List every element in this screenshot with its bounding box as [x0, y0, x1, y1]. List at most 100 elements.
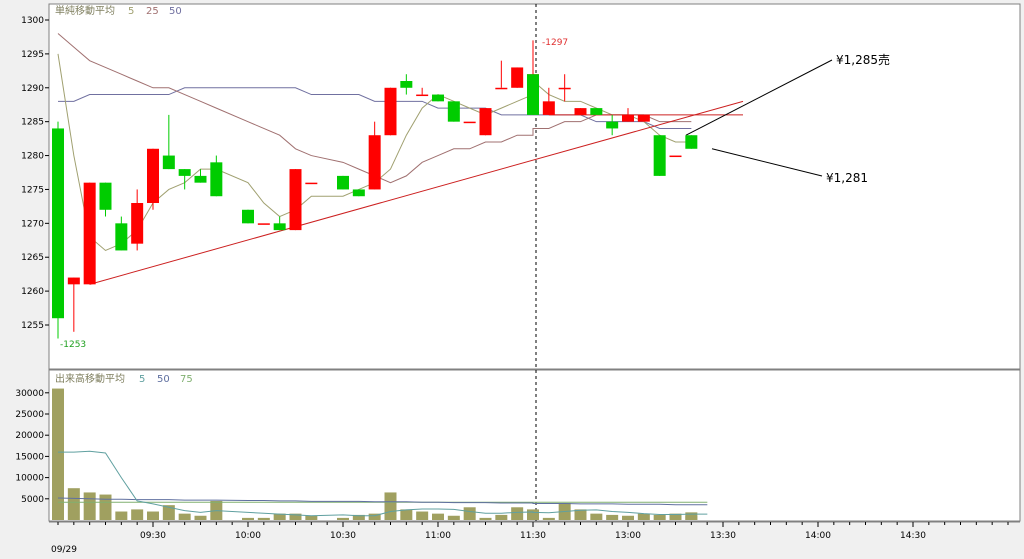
volume-bar — [337, 517, 349, 520]
price-tick-label: 1265 — [21, 253, 44, 263]
volume-bar — [637, 513, 650, 520]
time-axis-strip — [0, 522, 1024, 559]
price-ma5-line — [57, 53, 692, 252]
candle-body — [432, 94, 444, 102]
volume-bar — [83, 492, 96, 520]
candle-body — [527, 74, 539, 115]
price-tick-label: 1275 — [21, 185, 44, 195]
candle-body — [273, 223, 286, 231]
time-tick-label: 13:30 — [710, 531, 736, 541]
candle-body — [147, 148, 159, 203]
candle-body — [637, 114, 650, 122]
time-tick-label: 14:30 — [900, 531, 926, 541]
volume-bar — [574, 509, 587, 520]
candle-body — [83, 182, 96, 285]
volume-bar — [479, 517, 492, 520]
volume-bar — [99, 494, 112, 520]
volume-bar — [606, 514, 619, 520]
price-tick-label: 1260 — [21, 287, 44, 297]
volume-bar — [685, 515, 698, 520]
volume-tick-label: 30000 — [15, 389, 44, 399]
candle-body — [352, 189, 365, 197]
candle-body — [52, 128, 64, 319]
volume-tick-label: 15000 — [15, 452, 44, 462]
candle-body — [511, 67, 524, 88]
price-title: 単純移動平均 — [55, 4, 115, 17]
volume-bar — [52, 388, 64, 520]
volume-panel — [48, 369, 1021, 522]
volume-bar — [162, 505, 175, 520]
volume-bar — [400, 509, 413, 520]
candle-body — [162, 155, 175, 170]
time-tick-label: 10:30 — [330, 531, 356, 541]
price-ma25-label: 25 — [146, 6, 159, 17]
volume-bar — [416, 511, 429, 520]
candle-body — [67, 277, 80, 285]
candle-body — [115, 223, 128, 251]
volume-ma5-label: 5 — [139, 374, 145, 385]
candle-body — [447, 101, 460, 122]
candle-body — [558, 87, 571, 90]
candle-body — [542, 101, 555, 115]
candle-body — [368, 135, 381, 190]
candle-body — [669, 155, 682, 158]
price-tick-label: 1300 — [21, 16, 44, 26]
volume-bar — [384, 492, 397, 520]
candle-body — [622, 114, 634, 122]
date-label: 09/29 — [51, 545, 77, 555]
volume-bar — [653, 514, 666, 520]
volume-bar — [495, 514, 508, 520]
volume-ma50-label: 50 — [157, 374, 170, 385]
candle-body — [194, 175, 207, 183]
candle-body — [178, 169, 191, 176]
volume-bar — [352, 514, 365, 520]
volume-tick-label: 5000 — [21, 495, 44, 505]
candle-body — [463, 121, 476, 124]
candle-body — [400, 81, 413, 88]
candle-body — [384, 87, 397, 136]
price-ma5-label: 5 — [128, 6, 134, 17]
candle-body — [479, 108, 492, 136]
volume-bar — [622, 515, 634, 520]
volume-bar — [368, 513, 381, 520]
volume-bar — [432, 513, 444, 520]
volume-title: 出来高移動平均 — [55, 372, 125, 385]
candle-body — [590, 108, 603, 115]
volume-bar — [463, 507, 476, 520]
price-leader-line — [711, 148, 823, 177]
candle-body — [289, 169, 302, 231]
time-tick-label: 11:00 — [425, 531, 451, 541]
price-tick-label: 1270 — [21, 219, 44, 229]
candle-body — [653, 135, 666, 176]
volume-bar — [147, 511, 159, 520]
volume-bar — [131, 509, 144, 520]
volume-bar — [257, 517, 270, 520]
price-tick-label: 1290 — [21, 84, 44, 94]
high-marker: -1297 — [542, 38, 568, 48]
candle-body — [606, 121, 619, 129]
volume-bar — [669, 513, 682, 520]
volume-ma50-line — [57, 497, 708, 506]
volume-bar — [194, 515, 207, 520]
candle-body — [305, 182, 318, 185]
chart-marks: 1255 1260 1265 1270 1275 1280 1285 1290 1295 1300… — [15, 4, 1009, 541]
candle-body — [685, 135, 698, 149]
volume-bar — [305, 515, 318, 520]
candle-body — [257, 223, 270, 225]
volume-bar — [67, 488, 80, 520]
volume-ma75-label: 75 — [180, 374, 193, 385]
price-tick-label: 1255 — [21, 321, 44, 331]
volume-bar — [527, 513, 539, 520]
price-tick-label: 1280 — [21, 152, 44, 162]
price-tick-label: 1295 — [21, 50, 44, 60]
low-marker: -1253 — [60, 340, 86, 350]
time-tick-label: 13:00 — [615, 531, 641, 541]
candle-body — [574, 108, 587, 115]
price-annotation: ¥1,281 — [826, 171, 868, 185]
volume-bar — [447, 515, 460, 520]
volume-bar — [242, 517, 254, 520]
candle-body — [337, 175, 349, 190]
volume-tick-label: 10000 — [15, 474, 44, 484]
candle-body — [99, 182, 112, 210]
candle-body — [131, 203, 144, 244]
